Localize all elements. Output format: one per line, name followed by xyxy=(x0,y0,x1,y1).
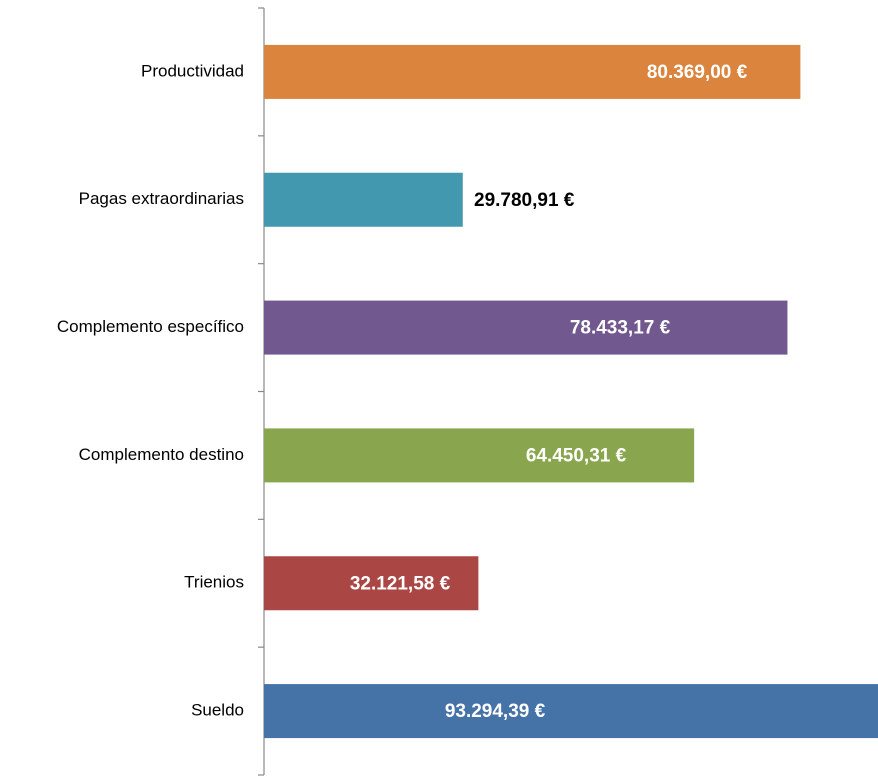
category-label: Complemento específico xyxy=(57,317,244,336)
category-label: Complemento destino xyxy=(79,445,244,464)
bar xyxy=(264,428,695,483)
value-label: 64.450,31 € xyxy=(526,445,627,466)
bar xyxy=(264,556,479,611)
value-label: 29.780,91 € xyxy=(474,190,575,211)
category-label: Trienios xyxy=(184,573,244,592)
value-label: 78.433,17 € xyxy=(570,318,671,339)
bar xyxy=(264,684,878,739)
bar xyxy=(264,300,788,355)
bar xyxy=(264,172,463,227)
value-label: 32.121,58 € xyxy=(350,573,451,594)
category-label: Sueldo xyxy=(191,701,244,720)
category-label: Pagas extraordinarias xyxy=(79,189,244,208)
value-label: 93.294,39 € xyxy=(445,701,546,722)
value-label: 80.369,00 € xyxy=(647,62,748,83)
category-label: Productividad xyxy=(141,61,244,80)
bar xyxy=(264,44,801,99)
